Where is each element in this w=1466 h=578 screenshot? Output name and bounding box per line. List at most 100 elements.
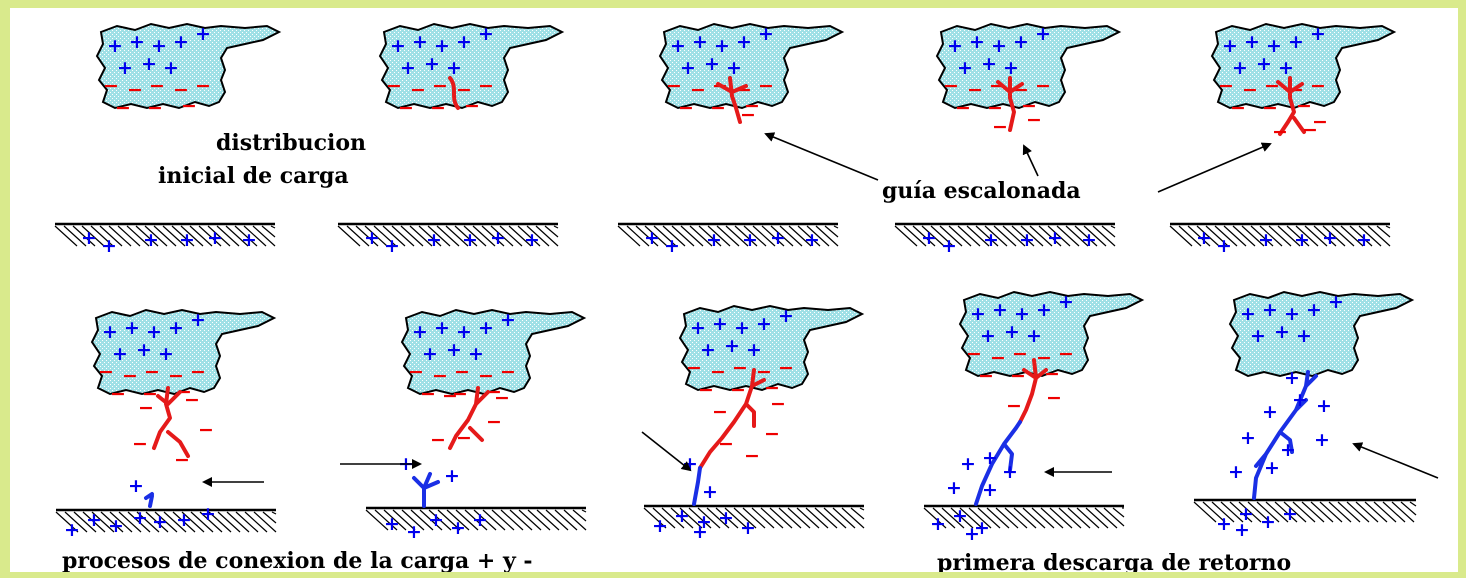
ground-positive-charge: + [200, 503, 216, 525]
initial-charge-distribution-cloud-positive-charge: + [141, 53, 157, 75]
stepped-leader-1-cloud-negative-charge: − [410, 79, 426, 101]
connection-1-cloud-positive-charge: + [190, 309, 206, 331]
stepped-leader-1-cloud [378, 22, 565, 110]
connection-1-cloud [90, 308, 277, 396]
stepped-leader-1-ground-positive-charge: + [462, 229, 478, 251]
connection-3-cloud-positive-charge: + [712, 313, 728, 335]
connection-2-cloud-negative-charge: − [452, 383, 468, 405]
ground-positive-charge: + [64, 519, 80, 541]
connection-1-cloud-positive-charge: + [102, 321, 118, 343]
streamer-positive-charge: + [1228, 461, 1244, 483]
stepped-leader-mid [716, 76, 748, 124]
stepped-leader-4-cloud [1210, 22, 1397, 110]
stepped-leader-1-ground-positive-charge: + [426, 229, 442, 251]
streamer-positive-charge: + [1262, 401, 1278, 423]
streamer-positive-charge: + [1314, 429, 1330, 451]
initial-charge-distribution-cloud-negative-charge: − [181, 95, 197, 117]
leader-tip-negative-charge: − [1272, 121, 1288, 143]
leader-negative-charge: − [486, 411, 502, 433]
stepped-leader-3-cloud-positive-charge: + [969, 31, 985, 53]
initial-charge-distribution-ground-positive-charge: + [207, 227, 223, 249]
ground-positive-charge: + [696, 511, 712, 533]
connection-1-cloud-negative-charge: − [168, 365, 184, 387]
return-stroke-2-cloud-positive-charge: + [1250, 325, 1266, 347]
leader-negative-charge: − [184, 389, 200, 411]
stepped-leader-3-cloud [935, 22, 1122, 110]
initial-charge-distribution-cloud [95, 22, 282, 110]
stepped-leader-1-cloud-positive-charge: + [390, 35, 406, 57]
stepped-leader-4-cloud-positive-charge: + [1310, 23, 1326, 45]
connection-2-cloud-positive-charge: + [500, 309, 516, 331]
connection-3-cloud [678, 304, 865, 392]
connection-2-cloud-positive-charge: + [468, 343, 484, 365]
initial-charge-distribution-cloud-positive-charge: + [195, 23, 211, 45]
stepped-leader-1-cloud-negative-charge: − [478, 75, 494, 97]
ground-positive-charge: + [1216, 513, 1232, 535]
initial-charge-distribution-cloud-positive-charge: + [107, 35, 123, 57]
connection-3-cloud-positive-charge: + [756, 313, 772, 335]
initial-charge-distribution-cloud-negative-charge: − [149, 75, 165, 97]
stepped-leader-4-cloud-positive-charge: + [1266, 35, 1282, 57]
ground-positive-charge: + [1234, 519, 1250, 541]
streamer-positive-charge: + [1292, 389, 1308, 411]
stepped-leader-3-cloud-negative-charge: − [1021, 95, 1037, 117]
stepped-leader-2-cloud-positive-charge: + [736, 31, 752, 53]
stepped-leader-4-ground-positive-charge: + [1258, 229, 1274, 251]
stepped-leader-2-cloud [658, 22, 845, 110]
stepped-leader-2-ground-positive-charge: + [706, 229, 722, 251]
initial-charge-distribution-cloud-positive-charge: + [129, 31, 145, 53]
stepped-leader-2-ground-positive-charge: + [644, 227, 660, 249]
leader-tip-negative-charge: − [740, 104, 756, 126]
stepped-leader-4-ground [1169, 222, 1391, 247]
initial-charge-distribution-ground-positive-charge: + [241, 229, 257, 251]
downward-leader-return-1 [1018, 358, 1048, 424]
downward-leader-connection-3 [698, 368, 766, 470]
stepped-leader-3-cloud-negative-charge: − [955, 97, 971, 119]
stepped-leader-2-cloud-positive-charge: + [670, 35, 686, 57]
leader-negative-charge: − [764, 423, 780, 445]
streamer-positive-charge: + [946, 477, 962, 499]
stepped-leader-3-cloud-positive-charge: + [957, 57, 973, 79]
leader-negative-charge: − [712, 401, 728, 423]
downward-leader-connection-1 [152, 386, 190, 458]
connection-2-cloud-positive-charge: + [478, 317, 494, 339]
stepped-leader-1-cloud-negative-charge: − [386, 75, 402, 97]
return-stroke-1-cloud-positive-charge: + [1036, 299, 1052, 321]
stepped-leader-4-ground-positive-charge: + [1294, 229, 1310, 251]
connection-2-cloud-negative-charge: − [500, 361, 516, 383]
stepped-leader-1-cloud-positive-charge: + [400, 57, 416, 79]
connection-3-cloud-negative-charge: − [756, 361, 772, 383]
connection-2-cloud-negative-charge: − [408, 361, 424, 383]
initial-charge-distribution-cloud-positive-charge: + [151, 35, 167, 57]
return-stroke-1-cloud-negative-charge: − [966, 343, 982, 365]
ground-positive-charge: + [176, 509, 192, 531]
connection-3-cloud-positive-charge: + [746, 339, 762, 361]
connection-3-cloud-negative-charge: − [710, 361, 726, 383]
return-stroke-1-cloud-positive-charge: + [1058, 291, 1074, 313]
stepped-leader-1-cloud-negative-charge: − [398, 97, 414, 119]
upward-streamer-connection-2 [412, 472, 440, 508]
stepped-leader-3-ground-positive-charge: + [921, 227, 937, 249]
stepped-leader-2-cloud-positive-charge: + [758, 23, 774, 45]
ground-positive-charge: + [1282, 503, 1298, 525]
initial-charge-distribution-cloud-negative-charge: − [127, 79, 143, 101]
stepped-leader-1-cloud-positive-charge: + [434, 35, 450, 57]
connection-3-cloud-negative-charge: − [778, 357, 794, 379]
streamer-positive-charge: + [1264, 457, 1280, 479]
return-stroke-2-cloud-positive-charge: + [1262, 299, 1278, 321]
stepped-leader-1-cloud-positive-charge: + [446, 57, 462, 79]
return-stroke-1-cloud-negative-charge: − [978, 365, 994, 387]
streamer-positive-charge: + [128, 475, 144, 497]
leader-negative-charge: − [174, 449, 190, 471]
stepped-leader-2-cloud-positive-charge: + [692, 31, 708, 53]
connection-1-cloud-negative-charge: − [190, 361, 206, 383]
return-stroke-1-cloud-positive-charge: + [992, 299, 1008, 321]
return-stroke-1-cloud-negative-charge: − [1044, 363, 1060, 385]
initial-charge-distribution-cloud-negative-charge: − [173, 79, 189, 101]
stepped-leader-longest [1276, 76, 1306, 136]
stepped-leader-2-ground-positive-charge: + [804, 229, 820, 251]
return-stroke-1-cloud-negative-charge: − [1010, 365, 1026, 387]
stepped-leader-2-cloud-negative-charge: − [666, 75, 682, 97]
return-stroke-1-cloud-negative-charge: − [1058, 343, 1074, 365]
stepped-leader-3-ground-positive-charge: + [1047, 227, 1063, 249]
